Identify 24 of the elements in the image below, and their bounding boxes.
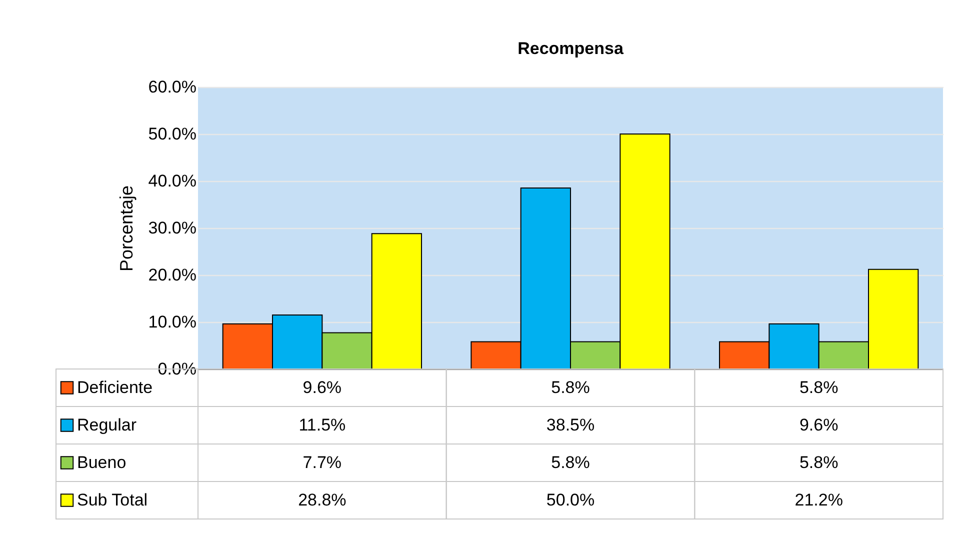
- y-tick-label: 40.0%: [148, 172, 196, 190]
- y-tick-label: 60.0%: [148, 78, 196, 96]
- legend-label: Bueno: [77, 452, 126, 472]
- data-label: 9.6%: [302, 378, 342, 397]
- data-label: 5.8%: [551, 378, 590, 397]
- y-tick-label: 10.0%: [148, 312, 196, 332]
- legend-label: Sub Total: [77, 490, 148, 510]
- data-label: 7.7%: [302, 452, 342, 472]
- legend-label: Deficiente: [77, 378, 153, 397]
- data-label: 38.5%: [546, 415, 595, 434]
- legend-label: Regular: [77, 415, 137, 434]
- data-label: 5.8%: [551, 452, 590, 472]
- chart-title: Recompensa: [518, 39, 624, 58]
- data-label: 21.2%: [794, 490, 843, 510]
- data-label: 5.8%: [799, 452, 838, 472]
- y-tick-label: 20.0%: [148, 266, 196, 284]
- data-label: 11.5%: [298, 415, 346, 434]
- data-label: 9.6%: [799, 415, 838, 434]
- data-label: 28.8%: [298, 490, 346, 510]
- y-axis-title: Porcentaje: [116, 185, 136, 272]
- y-tick-label: 30.0%: [148, 218, 196, 238]
- data-label: 5.8%: [799, 378, 838, 397]
- y-tick-label: 50.0%: [148, 124, 196, 144]
- data-label: 50.0%: [546, 490, 595, 510]
